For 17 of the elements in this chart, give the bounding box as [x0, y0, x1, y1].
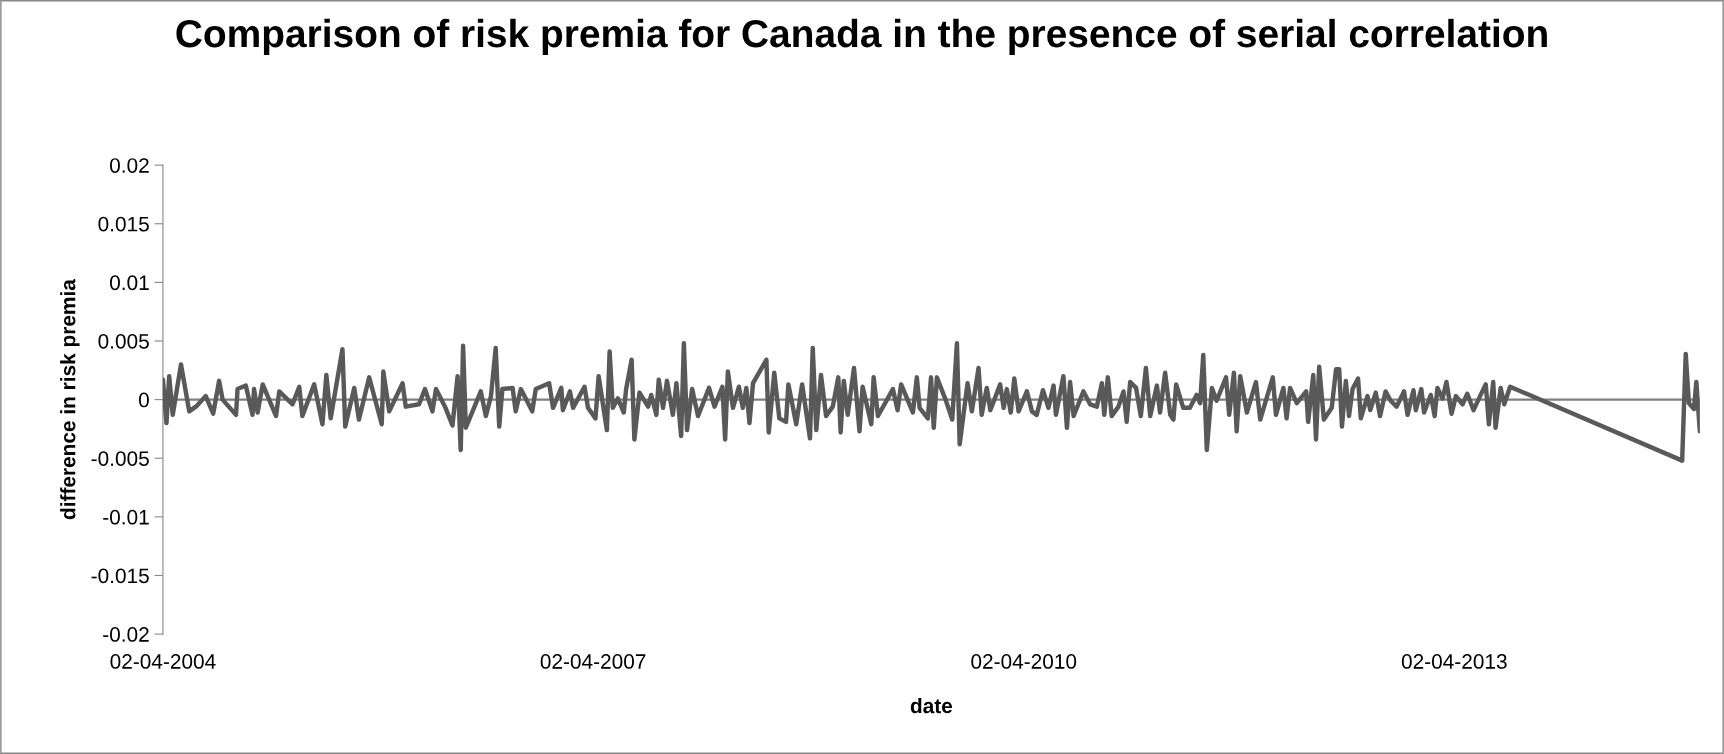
y-tick-label: -0.015: [91, 568, 149, 584]
y-tick-label: 0.01: [109, 275, 149, 291]
x-tick-label: 02-04-2010: [971, 654, 1077, 669]
y-tick-label: 0.015: [98, 216, 149, 232]
y-tick-label: 0.02: [109, 158, 149, 173]
y-tick-label: -0.01: [103, 509, 149, 525]
y-tick-label: 0: [138, 392, 149, 408]
line-series: [162, 341, 1700, 463]
y-tick-label: -0.005: [91, 451, 149, 466]
y-tick-label: -0.02: [103, 627, 149, 642]
chart-title: Comparison of risk premia for Canada in the presence of serial correlation: [176, 18, 1547, 56]
x-tick-label: 02-04-2013: [1401, 654, 1507, 669]
y-axis-title: difference in risk premia: [60, 279, 80, 520]
x-tick-label: 02-04-2004: [110, 654, 216, 669]
x-axis-title: date: [910, 697, 953, 714]
y-tick-label: 0.005: [98, 334, 149, 349]
x-tick-label: 02-04-2007: [540, 654, 646, 669]
